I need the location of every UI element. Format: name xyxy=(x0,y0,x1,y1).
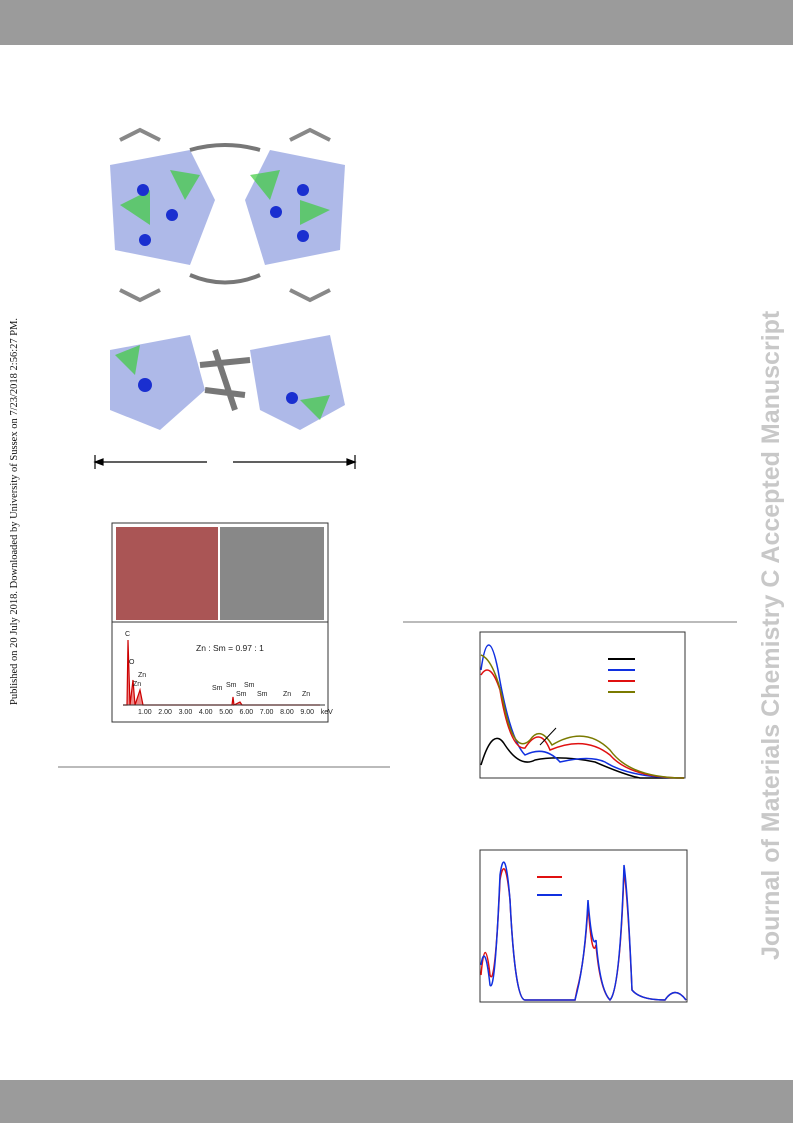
peak-label: Sm xyxy=(236,691,247,698)
structure-side xyxy=(110,335,345,430)
axis-label: 8.00 xyxy=(280,709,294,716)
eds-figure xyxy=(111,522,329,723)
peak-label: Zn xyxy=(302,691,310,698)
axis-label: 9.00 xyxy=(300,709,314,716)
emission-plot xyxy=(479,849,688,1003)
axis-label: 2.00 xyxy=(158,709,172,716)
peak-label: Sm xyxy=(257,691,268,698)
peak-label: Sm xyxy=(226,682,237,689)
watermark: Journal of Materials Chemistry C Accepte… xyxy=(757,310,785,960)
header-bar xyxy=(0,0,793,45)
peak-label: C xyxy=(125,631,130,638)
structure-top xyxy=(100,127,355,303)
axis-label: 5.00 xyxy=(219,709,233,716)
axis-label: 1.00 xyxy=(138,709,152,716)
eds-ratio: Zn : Sm = 0.97 : 1 xyxy=(196,643,264,653)
sem-image xyxy=(220,527,324,620)
peak-label: O xyxy=(129,659,135,666)
axis-label: keV xyxy=(321,709,333,716)
peak-label: Zn xyxy=(133,681,141,688)
axis-label: 7.00 xyxy=(260,709,274,716)
absorption-plot xyxy=(479,631,686,779)
axis-label: 4.00 xyxy=(199,709,213,716)
axis-label: 6.00 xyxy=(240,709,254,716)
peak-label: Sm xyxy=(244,682,255,689)
peak-label: Sm xyxy=(212,685,223,692)
footer-bar xyxy=(0,1080,793,1123)
packing-image xyxy=(116,527,218,620)
peak-label: Zn xyxy=(283,691,291,698)
axis-label: 3.00 xyxy=(179,709,193,716)
peak-label: Zn xyxy=(138,672,146,679)
side-note: Published on 20 July 2018. Downloaded by… xyxy=(9,318,20,705)
eds-spectrum xyxy=(123,639,320,706)
dimension-arrow xyxy=(93,455,357,469)
